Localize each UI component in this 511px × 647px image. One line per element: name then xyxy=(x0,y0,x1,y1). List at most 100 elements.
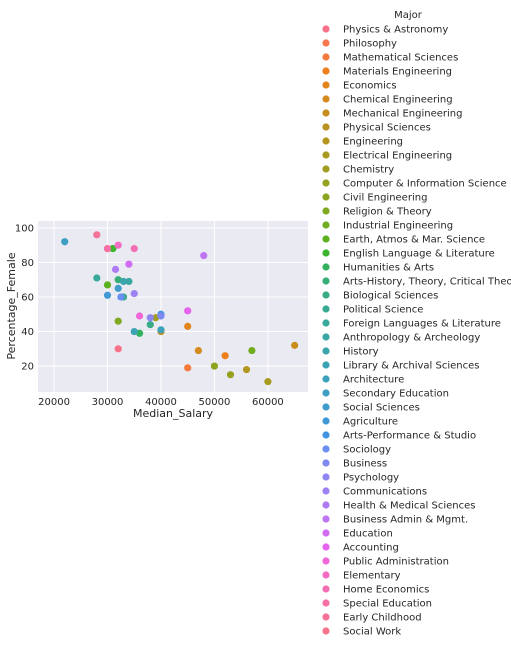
data-point xyxy=(135,312,144,320)
legend-label: Architecture xyxy=(343,375,404,386)
legend-marker xyxy=(322,375,330,383)
legend-marker xyxy=(322,431,330,439)
legend-label: Education xyxy=(343,529,393,540)
legend-label: Chemical Engineering xyxy=(343,95,453,106)
legend-label: Communications xyxy=(343,487,427,498)
legend-marker xyxy=(322,53,330,61)
legend-label: Special Education xyxy=(343,599,432,610)
legend-label: Religion & Theory xyxy=(343,207,432,218)
legend-label: Elementary xyxy=(343,571,401,582)
legend-marker xyxy=(322,585,330,593)
x-tick-label: 40000 xyxy=(145,397,177,408)
legend-marker xyxy=(322,599,330,607)
legend-label: Agriculture xyxy=(343,417,398,428)
legend-marker xyxy=(322,459,330,467)
legend-marker xyxy=(322,445,330,453)
legend: Major Physics & Astronomy Philosophy Mathe… xyxy=(322,10,511,638)
x-tick-label: 20000 xyxy=(38,397,70,408)
data-points xyxy=(61,231,299,386)
legend-label: Industrial Engineering xyxy=(343,221,453,232)
grid-lines xyxy=(38,221,308,392)
legend-marker xyxy=(322,263,330,271)
legend-label: Public Administration xyxy=(343,557,449,568)
data-point xyxy=(93,231,101,239)
legend-label: Physical Sciences xyxy=(343,123,431,134)
data-point xyxy=(194,346,202,355)
data-point xyxy=(184,307,192,315)
data-point xyxy=(114,345,122,353)
legend-marker xyxy=(322,123,330,131)
data-point xyxy=(248,346,256,355)
legend-label: Chemistry xyxy=(343,165,394,176)
data-point xyxy=(125,277,133,286)
data-point xyxy=(242,365,251,374)
y-axis-ticks: 20 40 60 80 100 xyxy=(15,223,34,372)
y-axis-label: Percentage_Female xyxy=(5,252,18,359)
x-tick-label: 30000 xyxy=(92,397,124,408)
legend-label: Business Admin & Mgmt. xyxy=(343,515,468,526)
legend-marker xyxy=(322,571,330,579)
legend-label: Political Science xyxy=(343,305,423,316)
data-point xyxy=(130,289,138,298)
legend-label: Social Work xyxy=(343,627,401,638)
data-point xyxy=(221,352,229,360)
legend-marker xyxy=(322,291,330,299)
data-point xyxy=(93,274,101,282)
data-point xyxy=(291,341,299,349)
legend-marker xyxy=(322,137,330,145)
legend-label: Social Sciences xyxy=(343,403,420,414)
legend-marker xyxy=(322,221,330,229)
data-point xyxy=(130,327,138,336)
legend-label: English Language & Literature xyxy=(343,249,495,260)
data-point xyxy=(184,322,192,330)
legend-label: Accounting xyxy=(343,543,399,554)
legend-marker xyxy=(322,165,330,173)
legend-marker xyxy=(322,501,330,509)
y-tick-label: 20 xyxy=(21,362,34,373)
data-point xyxy=(157,312,165,320)
data-point xyxy=(119,277,128,286)
data-point xyxy=(103,281,112,289)
legend-label: Arts-History, Theory, Critical Theory xyxy=(343,277,511,288)
data-point xyxy=(184,364,192,372)
legend-label: Home Economics xyxy=(343,585,429,596)
legend-label: Earth, Atmos & Mar. Science xyxy=(343,235,485,246)
legend-marker xyxy=(322,249,330,257)
legend-marker xyxy=(322,319,330,327)
legend-label: Arts-Performance & Studio xyxy=(343,431,476,442)
legend-marker xyxy=(322,333,330,341)
legend-label: Physics & Astronomy xyxy=(343,25,448,36)
legend-label: History xyxy=(343,347,379,358)
legend-marker xyxy=(322,305,330,313)
legend-marker xyxy=(322,417,330,425)
legend-label: Early Childhood xyxy=(343,613,422,624)
legend-marker xyxy=(322,277,330,285)
legend-label: Engineering xyxy=(343,137,403,148)
legend-marker xyxy=(322,81,330,89)
legend-label: Library & Archival Sciences xyxy=(343,361,479,372)
legend-label: Health & Medical Sciences xyxy=(343,501,475,512)
legend-label: Philosophy xyxy=(343,39,397,50)
y-tick-label: 80 xyxy=(21,258,34,269)
legend-label: Mechanical Engineering xyxy=(343,109,462,120)
data-point xyxy=(117,293,125,301)
legend-marker xyxy=(322,557,330,565)
data-point xyxy=(264,378,272,386)
plot-background xyxy=(38,221,308,392)
legend-label: Economics xyxy=(343,81,397,92)
legend-label: Humanities & Arts xyxy=(343,263,434,274)
data-point xyxy=(111,265,120,273)
legend-marker xyxy=(322,95,330,103)
legend-label: Business xyxy=(343,459,387,470)
legend-marker xyxy=(322,109,330,117)
legend-marker xyxy=(322,487,330,495)
legend-marker xyxy=(322,67,330,75)
legend-label: Computer & Information Science xyxy=(343,179,507,190)
legend-marker xyxy=(322,627,330,635)
x-axis-label: Median_Salary xyxy=(133,407,214,420)
data-point xyxy=(114,284,122,292)
data-point xyxy=(114,241,122,249)
legend-label: Anthropology & Archeology xyxy=(343,333,480,344)
data-point xyxy=(103,291,112,299)
